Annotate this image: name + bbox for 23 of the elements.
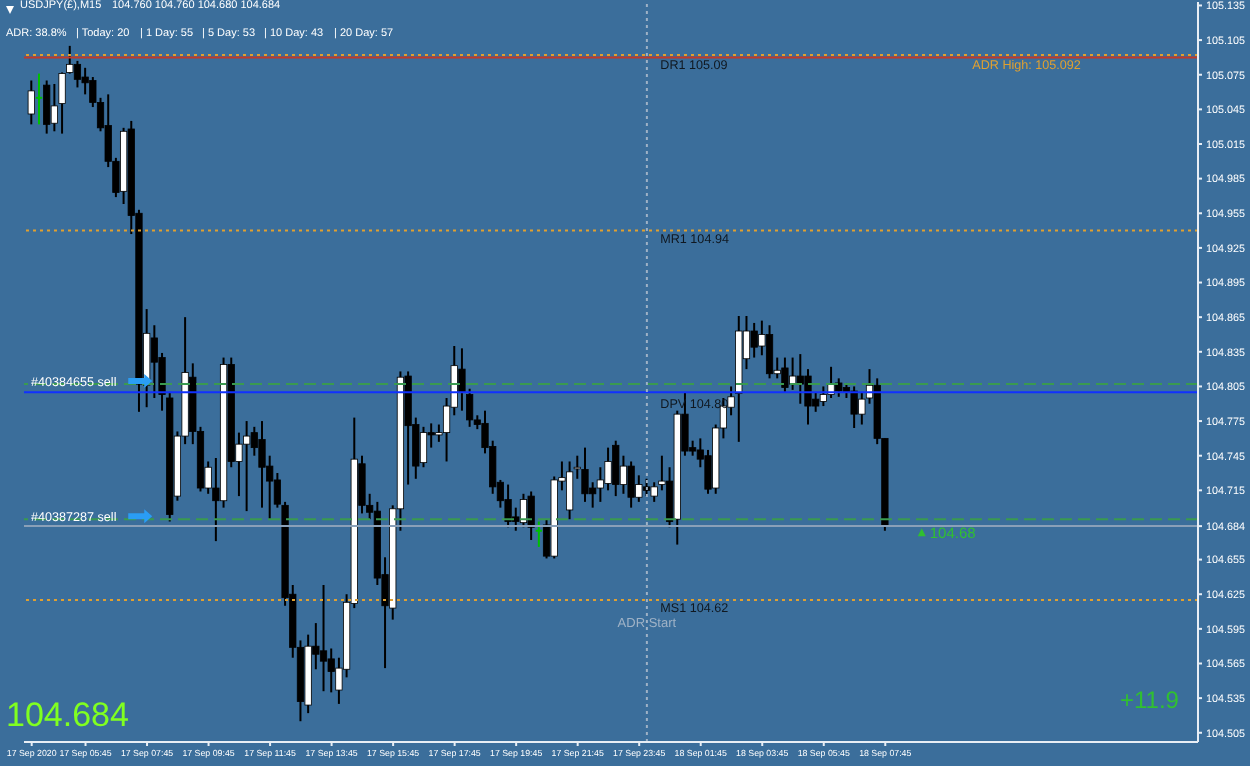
candlestick: [43, 79, 51, 135]
candlestick: [781, 356, 789, 394]
candlestick: [789, 356, 797, 391]
candlestick: [627, 460, 635, 509]
candlestick: [527, 490, 535, 541]
candlestick: [34, 72, 44, 126]
candlestick: [750, 321, 758, 359]
candlestick: [765, 324, 774, 380]
candlestick: [534, 520, 544, 548]
candlestick: [27, 79, 35, 126]
candlestick: [519, 492, 528, 529]
candlestick: [850, 385, 858, 429]
candlestick: [419, 425, 428, 469]
candlestick: [504, 483, 512, 529]
candlestick: [581, 446, 589, 503]
candlestick: [243, 420, 251, 513]
candlestick: [319, 584, 328, 693]
candlestick: [512, 506, 520, 532]
candlestick: [796, 353, 804, 405]
candlestick: [566, 460, 574, 521]
candlestick: [612, 439, 620, 498]
annotation: 104.684: [6, 696, 129, 734]
annotation: +11.9: [1120, 686, 1179, 714]
